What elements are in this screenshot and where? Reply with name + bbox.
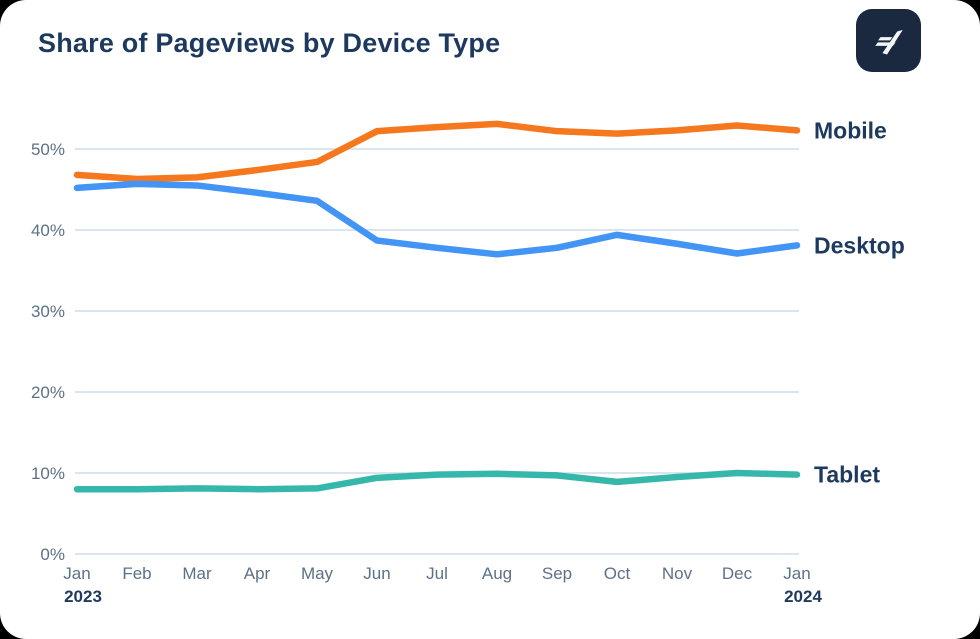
series-label-tablet: Tablet [814, 462, 880, 488]
x-tick-label: Jan [63, 564, 90, 583]
y-tick-label: 40% [31, 221, 65, 240]
brand-logo [856, 9, 921, 72]
arrow-stripes-icon [874, 29, 903, 54]
x-tick-label: Mar [182, 564, 212, 583]
series-line-desktop [73, 180, 801, 258]
series-line-tablet [73, 469, 801, 493]
x-tick-label: May [301, 564, 334, 583]
y-tick-label: 10% [31, 464, 65, 483]
x-year-label: 2023 [64, 587, 102, 606]
y-tick-label: 20% [31, 383, 65, 402]
x-tick-label: Sep [542, 564, 572, 583]
y-tick-label: 0% [40, 545, 65, 564]
y-tick-label: 30% [31, 302, 65, 321]
x-tick-label: Jun [363, 564, 390, 583]
x-tick-label: Jul [426, 564, 448, 583]
x-tick-label: Jan [783, 564, 810, 583]
series-label-mobile: Mobile [814, 117, 887, 143]
series-label-desktop: Desktop [814, 232, 905, 258]
x-tick-label: Nov [662, 564, 693, 583]
x-tick-label: Dec [722, 564, 753, 583]
x-tick-label: Feb [122, 564, 151, 583]
series-line-mobile [73, 120, 801, 183]
y-tick-label: 50% [31, 140, 65, 159]
x-tick-label: Apr [244, 564, 271, 583]
x-tick-label: Aug [482, 564, 512, 583]
x-year-label: 2024 [784, 587, 822, 606]
page-title: Share of Pageviews by Device Type [38, 28, 501, 58]
x-tick-label: Oct [604, 564, 631, 583]
